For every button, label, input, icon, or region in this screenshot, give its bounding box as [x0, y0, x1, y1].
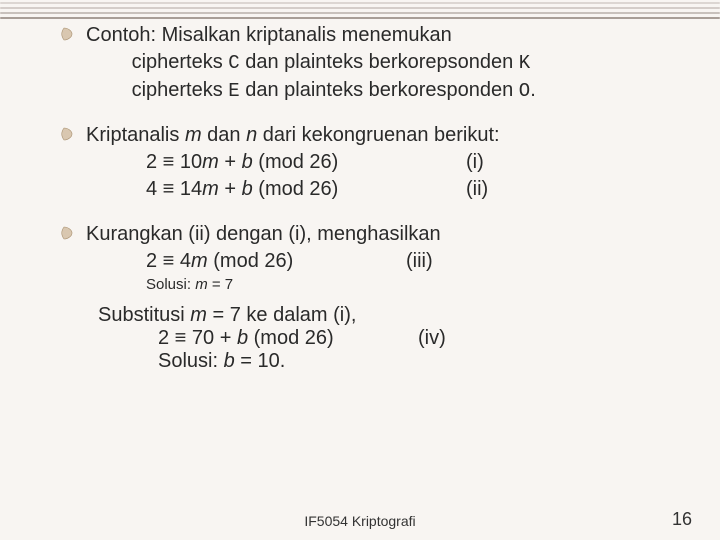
- var-m: m: [202, 178, 219, 200]
- text: Kurangkan (ii) dengan (i), menghasilkan: [86, 223, 441, 245]
- page-number: 16: [672, 509, 692, 530]
- solution-b: Solusi: b = 10.: [98, 350, 680, 373]
- substitution-block: Substitusi m = 7 ke dalam (i), 2 ≡ 70 + …: [68, 304, 680, 373]
- text: dari kekongruenan berikut:: [257, 124, 499, 146]
- var-m: m: [190, 304, 207, 326]
- var-m: m: [195, 276, 208, 293]
- text: cipherteks: [132, 51, 229, 73]
- var-m: m: [202, 151, 219, 173]
- text: dan plainteks berkorepsonden: [240, 51, 519, 73]
- text: (mod 26): [248, 327, 334, 349]
- eq-number: (iv): [418, 327, 468, 350]
- text: +: [219, 178, 242, 200]
- text: = 10.: [235, 350, 286, 372]
- bullet-icon: [60, 27, 78, 41]
- text: (mod 26): [208, 250, 294, 272]
- solution-m: Solusi: m = 7: [86, 275, 680, 295]
- text: dan: [202, 124, 246, 146]
- var-m: m: [191, 250, 208, 272]
- text: Kriptanalis: [86, 124, 185, 146]
- text: (mod 26): [253, 178, 339, 200]
- text: 2 ≡ 4: [146, 250, 191, 272]
- var-b: b: [242, 178, 253, 200]
- text: (mod 26): [253, 151, 339, 173]
- equation-i: 2 ≡ 10m + b (mod 26) (i): [86, 149, 680, 176]
- paragraph-3: Kurangkan (ii) dengan (i), menghasilkan …: [86, 221, 680, 295]
- text: Substitusi: [98, 304, 190, 326]
- equation-iv: 2 ≡ 70 + b (mod 26) (iv): [98, 327, 680, 350]
- footer-course: IF5054 Kriptografi: [0, 513, 720, 529]
- paragraph-2: Kriptanalis m dan n dari kekongruenan be…: [86, 122, 680, 203]
- equation-ii: 4 ≡ 14m + b (mod 26) (ii): [86, 176, 680, 203]
- text: Solusi:: [158, 350, 224, 372]
- cipher-e: E: [228, 80, 239, 102]
- paragraph-1: Contoh: Misalkan kriptanalis menemukan c…: [86, 22, 680, 104]
- eq-number: (ii): [466, 176, 516, 203]
- cipher-c: C: [228, 52, 239, 74]
- var-n: n: [246, 124, 257, 146]
- var-b: b: [242, 151, 253, 173]
- eq-number: (i): [466, 149, 516, 176]
- var-m: m: [185, 124, 202, 146]
- text: 4 ≡ 14: [146, 178, 202, 200]
- plain-o: O: [519, 80, 530, 102]
- slide-content: Contoh: Misalkan kriptanalis menemukan c…: [60, 22, 680, 373]
- text: .: [530, 79, 536, 101]
- text: +: [219, 151, 242, 173]
- substitution-intro: Substitusi m = 7 ke dalam (i),: [98, 304, 680, 327]
- bullet-block-1: Contoh: Misalkan kriptanalis menemukan c…: [60, 22, 680, 104]
- equation-iii: 2 ≡ 4m (mod 26) (iii): [86, 248, 680, 275]
- text: cipherteks: [132, 79, 229, 101]
- bullet-block-3: Kurangkan (ii) dengan (i), menghasilkan …: [60, 221, 680, 295]
- text: 2 ≡ 10: [146, 151, 202, 173]
- plain-k: K: [519, 52, 530, 74]
- bullet-block-2: Kriptanalis m dan n dari kekongruenan be…: [60, 122, 680, 203]
- bullet-icon: [60, 226, 78, 240]
- text: Contoh: Misalkan kriptanalis menemukan: [86, 24, 452, 46]
- text: dan plainteks berkoresponden: [240, 79, 519, 101]
- text: 2 ≡ 70 +: [158, 327, 237, 349]
- var-b: b: [237, 327, 248, 349]
- bullet-icon: [60, 127, 78, 141]
- var-b: b: [224, 350, 235, 372]
- text: = 7: [208, 276, 233, 293]
- text: = 7 ke dalam (i),: [207, 304, 357, 326]
- text: Solusi:: [146, 276, 195, 293]
- eq-number: (iii): [406, 248, 456, 275]
